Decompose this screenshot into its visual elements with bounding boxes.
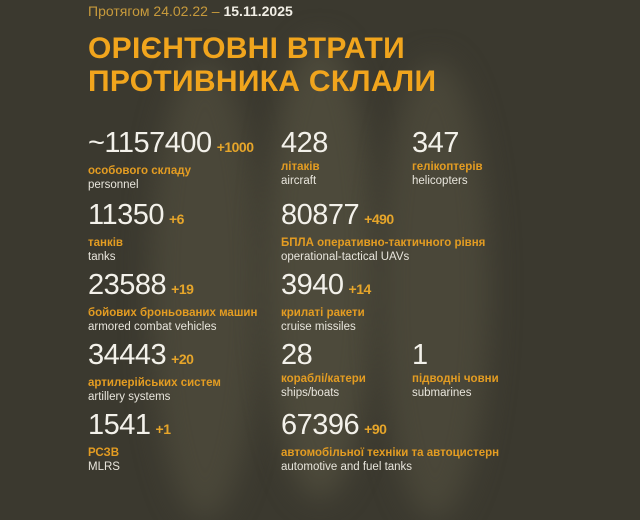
stat-armored-combat-vehicles: 23588 +19 бойових броньованих машин armor… bbox=[88, 270, 257, 334]
page-title: ОРІЄНТОВНІ ВТРАТИ ПРОТИВНИКА СКЛАЛИ bbox=[88, 32, 436, 98]
stat-label-ua: літаків bbox=[281, 161, 320, 173]
stat-value-row: ~1157400 +1000 bbox=[88, 128, 254, 162]
stat-increase: +1000 bbox=[216, 139, 254, 155]
stat-label-en: submarines bbox=[412, 387, 472, 399]
stat-cruise-missiles: 3940 +14 крилаті ракети cruise missiles bbox=[281, 270, 371, 334]
stat-value: 11350 bbox=[88, 199, 165, 231]
stat-value: 28 bbox=[281, 339, 313, 371]
stat-value: 67396 bbox=[281, 409, 360, 441]
stat-value-row: 1 bbox=[412, 340, 499, 370]
stat-value: 1 bbox=[412, 339, 428, 371]
stat-label-ua: бойових броньованих машин bbox=[88, 307, 258, 319]
title-line-1: ОРІЄНТОВНІ ВТРАТИ bbox=[88, 32, 405, 65]
period-prefix: Протягом 24.02.22 – bbox=[88, 3, 220, 19]
stat-label-en: operational-tactical UAVs bbox=[281, 251, 410, 263]
stat-label-en: cruise missiles bbox=[281, 321, 356, 333]
stat-helicopters: 347 гелікоптерів helicopters bbox=[412, 128, 483, 188]
stat-label-en: armored combat vehicles bbox=[88, 321, 217, 333]
stat-value-row: 428 bbox=[281, 128, 328, 158]
stat-label-ua: артилерійських систем bbox=[88, 377, 221, 389]
stat-value: 347 bbox=[412, 127, 459, 159]
stat-increase: +14 bbox=[348, 281, 372, 297]
stat-label-ua: особового складу bbox=[88, 165, 192, 177]
stat-label-ua: підводні човни bbox=[412, 373, 499, 385]
stat-label-en: helicopters bbox=[412, 175, 468, 187]
stat-value-row: 347 bbox=[412, 128, 483, 158]
stat-operational-tactical-uavs: 80877 +490 БПЛА оперативно-тактичного рів… bbox=[281, 200, 485, 264]
stat-value-row: 67396 +90 bbox=[281, 410, 499, 444]
stat-label-ua: БПЛА оперативно-тактичного рівня bbox=[281, 237, 486, 249]
stat-label-en: MLRS bbox=[88, 461, 120, 473]
title-line-2: ПРОТИВНИКА СКЛАЛИ bbox=[88, 65, 437, 98]
stat-value-row: 28 bbox=[281, 340, 366, 370]
stat-label-en: aircraft bbox=[281, 175, 317, 187]
stat-label-en: artillery systems bbox=[88, 391, 171, 403]
trident-watermark-left bbox=[150, 60, 260, 520]
stat-value: ~1157400 bbox=[88, 127, 212, 159]
stat-submarines: 1 підводні човни submarines bbox=[412, 340, 499, 400]
stat-aircraft: 428 літаків aircraft bbox=[281, 128, 328, 188]
stat-increase: +6 bbox=[169, 211, 184, 227]
stat-label-ua: РСЗВ bbox=[88, 447, 120, 459]
stat-label-en: automotive and fuel tanks bbox=[281, 461, 413, 473]
stat-increase: +90 bbox=[364, 421, 387, 437]
stat-increase: +20 bbox=[171, 351, 194, 367]
stat-value: 3940 bbox=[281, 269, 344, 301]
stat-label-ua: танків bbox=[88, 237, 123, 249]
stat-increase: +490 bbox=[364, 211, 394, 227]
stat-value: 1541 bbox=[88, 409, 151, 441]
stat-label-ua: гелікоптерів bbox=[412, 161, 483, 173]
stat-automotive-and-fuel-tanks: 67396 +90 автомобільної техніки та автоци… bbox=[281, 410, 499, 474]
stat-value-row: 80877 +490 bbox=[281, 200, 485, 234]
stat-personnel: ~1157400 +1000 особового складу personnel bbox=[88, 128, 254, 192]
stat-label-en: tanks bbox=[88, 251, 116, 263]
stat-mlrs: 1541 +1 РСЗВ MLRS bbox=[88, 409, 171, 474]
stat-value-row: 23588 +19 bbox=[88, 270, 257, 304]
trident-watermark-right bbox=[380, 60, 490, 520]
stat-artillery-systems: 34443 +20 артилерійських систем artillery… bbox=[88, 340, 221, 404]
stat-value-row: 3940 +14 bbox=[281, 270, 371, 304]
stat-ships-boats: 28 кораблі/катери ships/boats bbox=[281, 340, 366, 400]
stat-value: 34443 bbox=[88, 339, 167, 371]
stat-value-row: 34443 +20 bbox=[88, 340, 221, 374]
stat-value: 23588 bbox=[88, 269, 167, 301]
stat-label-ua: крилаті ракети bbox=[281, 307, 365, 319]
stat-value-row: 11350 +6 bbox=[88, 200, 184, 234]
stat-increase: +19 bbox=[171, 281, 194, 297]
stat-label-ua: автомобільної техніки та автоцистерн bbox=[281, 447, 500, 459]
stat-label-en: personnel bbox=[88, 179, 139, 191]
stat-value: 80877 bbox=[281, 199, 360, 231]
stat-label-ua: кораблі/катери bbox=[281, 373, 366, 385]
stat-increase: +1 bbox=[155, 421, 171, 437]
period-end-date: 15.11.2025 bbox=[223, 3, 293, 19]
stat-value-row: 1541 +1 bbox=[88, 409, 171, 444]
stat-label-en: ships/boats bbox=[281, 387, 340, 399]
period-line: Протягом 24.02.22 – 15.11.2025 bbox=[88, 3, 293, 19]
stat-tanks: 11350 +6 танків tanks bbox=[88, 200, 184, 264]
stat-value: 428 bbox=[281, 127, 328, 159]
trident-watermark-center bbox=[265, 40, 375, 500]
